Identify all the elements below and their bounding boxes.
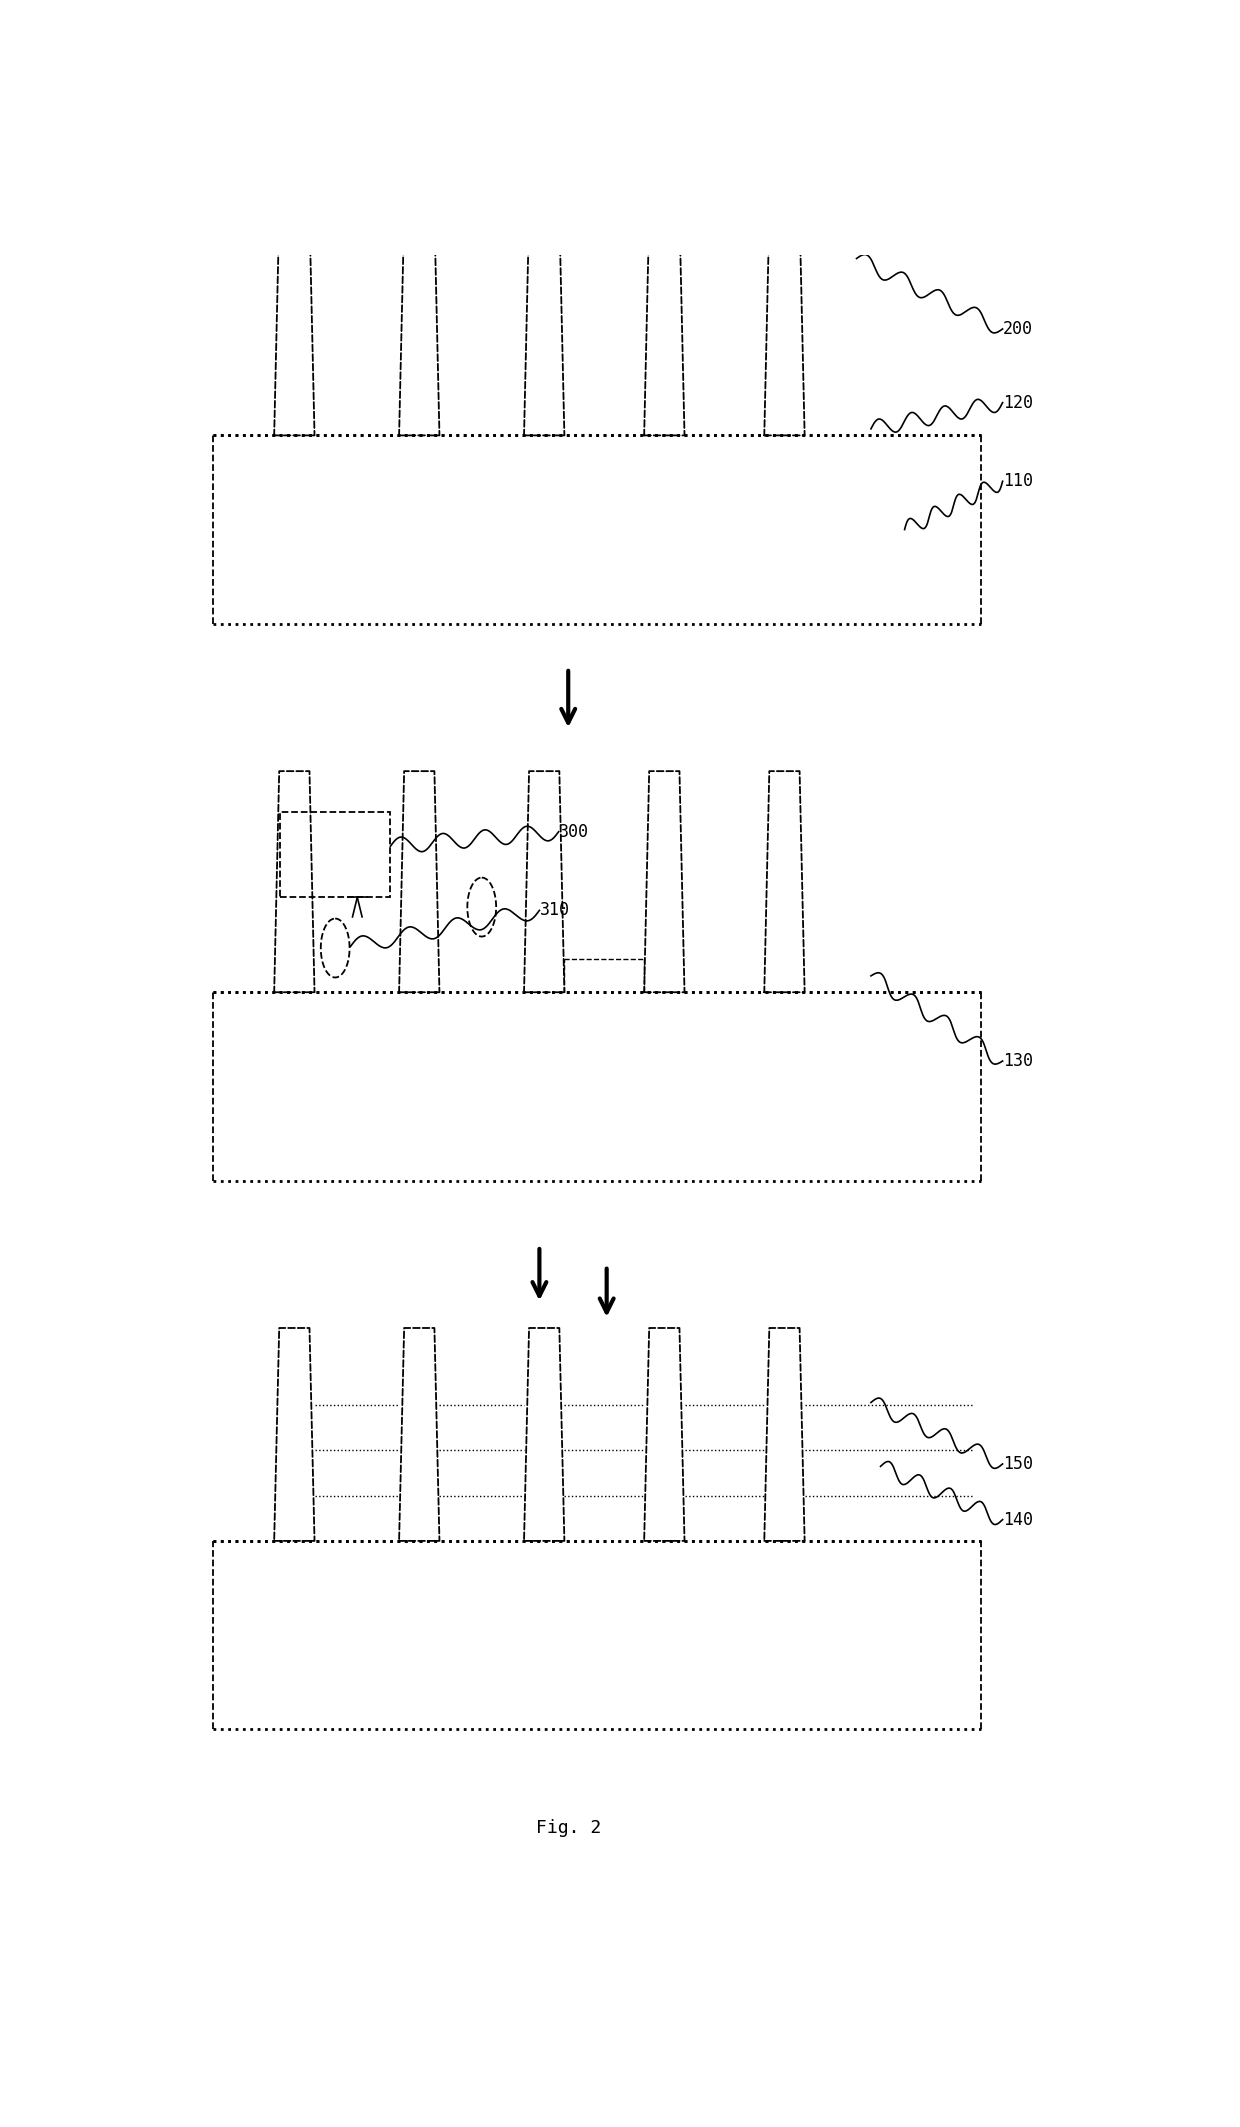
Text: 200: 200 (1003, 319, 1033, 338)
Text: 130: 130 (1003, 1053, 1033, 1070)
Text: Fig. 2: Fig. 2 (536, 1819, 601, 1836)
Text: 120: 120 (1003, 393, 1033, 413)
Text: 310: 310 (539, 902, 569, 919)
Text: 140: 140 (1003, 1510, 1033, 1529)
Text: 300: 300 (558, 823, 589, 840)
Text: 150: 150 (1003, 1455, 1033, 1472)
Text: 110: 110 (1003, 472, 1033, 489)
